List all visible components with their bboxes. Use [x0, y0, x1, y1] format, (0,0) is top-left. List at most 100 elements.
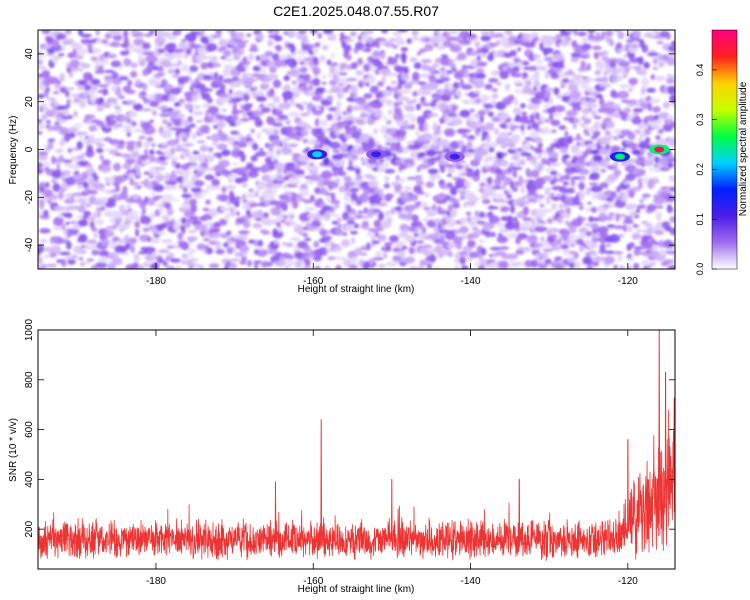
spectrogram-cell — [536, 227, 549, 231]
spectrogram-cell — [474, 120, 483, 126]
spectrogram-feature — [371, 151, 382, 158]
spectrogram-cell — [86, 203, 92, 208]
spectrogram-cell — [264, 192, 276, 201]
spectrogram-cell — [635, 115, 640, 123]
spectrogram-cell — [510, 72, 523, 78]
spectrogram-cell — [426, 263, 433, 269]
spectrogram-cell — [263, 212, 269, 219]
spectrogram-cell — [89, 220, 95, 229]
spectrogram-cell — [599, 243, 606, 251]
spectrogram-cell — [111, 140, 121, 145]
spectrogram-cell — [462, 133, 468, 138]
spectrogram-cell — [405, 212, 414, 221]
spectrogram-cell — [514, 228, 521, 232]
spectrogram-cell — [391, 181, 401, 187]
spectrogram-cell — [559, 175, 566, 179]
spectrogram-cell — [591, 109, 597, 118]
spectrogram-cell — [258, 247, 265, 251]
spectrogram-cell — [180, 119, 191, 127]
spectrogram-cell — [383, 252, 388, 259]
spectrogram-cell — [97, 84, 110, 88]
spectrogram-cell — [601, 50, 609, 56]
spectrogram-cell — [194, 195, 205, 199]
spectrogram-cell — [431, 63, 440, 68]
spectrogram-cell — [329, 53, 336, 58]
spectrogram-cell — [385, 245, 391, 252]
spectrogram-cell — [189, 156, 200, 161]
spectrogram-cell — [414, 175, 423, 179]
spectrogram-cell — [291, 192, 297, 202]
spectrogram-cell — [236, 49, 245, 55]
spectrogram-cell — [494, 127, 500, 136]
spectrogram-cell — [431, 98, 440, 103]
spectrogram-cell — [314, 118, 320, 127]
spectrogram-cell — [283, 191, 294, 196]
spectrogram-cell — [72, 122, 83, 129]
spectrogram-cell — [625, 39, 635, 43]
spectrogram-cell — [405, 234, 415, 243]
spectrogram-cell — [384, 242, 393, 247]
spectrogram-cell — [449, 198, 460, 204]
spectrogram-cell — [565, 110, 578, 117]
spectrogram-cell — [55, 148, 64, 154]
colorbar: 0.00.10.20.30.4 Normalized spectral ampl… — [695, 29, 749, 275]
spectrogram-cell — [274, 44, 282, 51]
spectrogram-cell — [167, 69, 177, 74]
spectrogram-cell — [623, 193, 629, 202]
spectrogram-cell — [114, 153, 123, 157]
spectrogram-cell — [434, 30, 440, 35]
spectrogram-cell — [533, 184, 544, 190]
spectrogram-cell — [116, 122, 124, 128]
spectrogram-cell — [634, 65, 642, 72]
spectrogram-cell — [468, 50, 478, 57]
spectrogram-cell — [235, 31, 245, 40]
spectrogram-cell — [235, 97, 243, 102]
spectrogram-cell — [141, 160, 153, 165]
spectrogram-cell — [559, 147, 568, 154]
spectrogram-cell — [60, 258, 67, 266]
spectrogram-cell — [187, 115, 194, 123]
spectrogram-cell — [558, 203, 564, 209]
spectrogram-cell — [85, 166, 95, 176]
spectrogram-cell — [448, 251, 453, 258]
spectrogram-cell — [93, 232, 98, 239]
spectrogram-cell — [133, 216, 140, 220]
spectrogram-cell — [427, 113, 439, 117]
spectrogram-cell — [44, 253, 50, 259]
spectrogram-cell — [230, 207, 235, 217]
spectrogram-cell — [478, 253, 483, 260]
spectrogram-cell — [608, 212, 616, 217]
spectrogram-cell — [323, 156, 330, 166]
spectrogram-cell — [282, 214, 289, 220]
spectrogram-cell — [351, 237, 356, 245]
spectrogram-cell — [260, 57, 272, 61]
spectrogram-cell — [447, 30, 459, 35]
colorbar-ticks: 0.00.10.20.30.4 — [695, 64, 717, 275]
spectrogram-cell — [280, 147, 293, 155]
spectrogram-cell — [409, 265, 419, 269]
spectrogram-cell — [93, 182, 105, 190]
spectrogram-cell — [86, 189, 98, 195]
spectrogram-cell — [256, 132, 262, 140]
spectrogram-cell — [242, 56, 248, 62]
spectrogram-cell — [483, 107, 490, 114]
spectrogram-cell — [464, 179, 471, 189]
spectrogram-cell — [272, 122, 283, 127]
spectrogram-cell — [56, 162, 61, 169]
spectrogram-cell — [94, 137, 105, 142]
spectrogram-cell — [106, 177, 114, 185]
spectrogram-cell — [534, 128, 543, 132]
spectrogram-cell — [118, 76, 129, 81]
spectrogram-cell — [509, 49, 517, 57]
spectrogram-cell — [205, 199, 211, 205]
spectrogram-cell — [268, 166, 277, 169]
spectrogram-cell — [264, 50, 274, 57]
spectrogram-cell — [77, 79, 88, 86]
spectrogram-cell — [537, 154, 542, 158]
spectrogram-cell — [229, 262, 238, 269]
spectrogram-cell — [362, 30, 374, 34]
spectrogram-cell — [329, 241, 335, 246]
spectrogram-cell — [383, 183, 391, 189]
spectrogram-cell — [433, 127, 441, 136]
spectrogram-cell — [493, 33, 504, 38]
